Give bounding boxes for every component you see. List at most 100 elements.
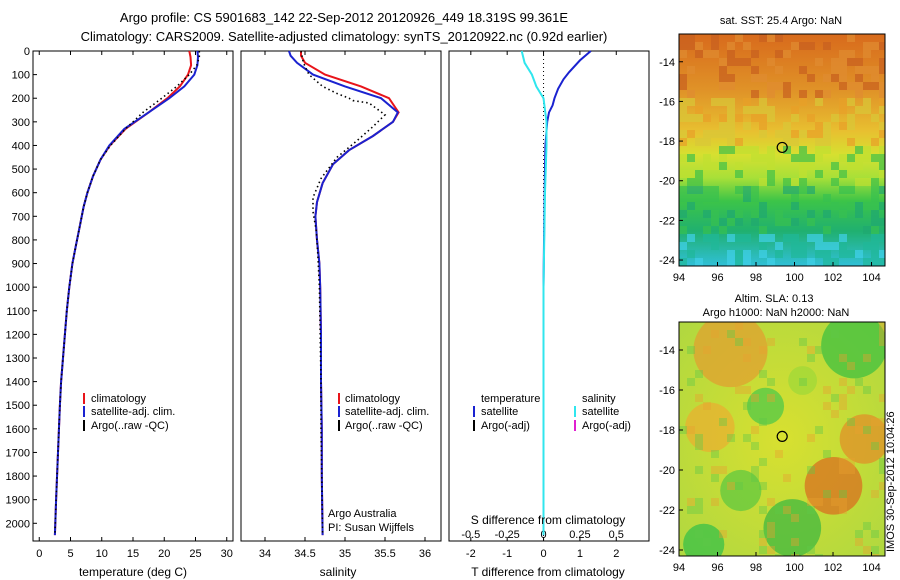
sst-cell — [767, 90, 775, 98]
sla-cell — [815, 498, 823, 506]
sst-cell — [719, 98, 727, 106]
s-tick-label: 0.5 — [609, 529, 624, 541]
sla-anomaly-blob — [693, 322, 768, 388]
sla-cell — [879, 458, 885, 466]
sst-cell — [879, 130, 885, 138]
sst-cell — [855, 178, 863, 186]
sst-cell — [879, 42, 885, 50]
sst-cell — [703, 154, 711, 162]
sst-cell — [871, 258, 879, 266]
sst-cell — [695, 138, 703, 146]
sst-cell — [735, 210, 743, 218]
sst-cell — [871, 186, 879, 194]
sst-cell — [687, 98, 695, 106]
t-difference-x-label: T difference from climatology — [471, 565, 625, 579]
sla-cell — [767, 338, 775, 346]
sst-cell — [711, 34, 719, 42]
sst-cell — [799, 178, 807, 186]
sst-cell — [863, 106, 871, 114]
sst-cell — [767, 34, 775, 42]
sla-cell — [735, 482, 743, 490]
sst-cell — [703, 186, 711, 194]
figure-title-line1: Argo profile: CS 5901683_142 22-Sep-2012… — [120, 10, 568, 25]
sla-cell — [711, 474, 719, 482]
lat-tick-label: -22 — [659, 505, 675, 517]
sst-cell — [727, 74, 735, 82]
lat-tick-label: -20 — [659, 176, 675, 188]
sst-cell — [823, 138, 831, 146]
sla-cell — [807, 466, 815, 474]
sla-cells — [679, 322, 885, 556]
sst-cell — [815, 242, 823, 250]
sst-cell — [815, 170, 823, 178]
sla-cell — [791, 538, 799, 546]
sst-cell — [807, 114, 815, 122]
sla-cell — [839, 402, 847, 410]
sst-cell — [831, 202, 839, 210]
sla-cell — [743, 354, 751, 362]
sla-cell — [695, 466, 703, 474]
sst-cell — [751, 74, 759, 82]
legend-climatology: climatology — [345, 393, 401, 405]
sla-cell — [831, 330, 839, 338]
lon-tick-label: 96 — [711, 562, 723, 574]
sst-cell — [735, 258, 743, 266]
sst-cell — [743, 186, 751, 194]
sla-cell — [759, 506, 767, 514]
difference-panel: -2 -1 0 1 2 -0.5 -0.25 0 0.25 0.5 T difference f… — [448, 50, 650, 579]
x-tick-label: 15 — [127, 548, 139, 560]
sst-cell — [823, 210, 831, 218]
sst-cell — [695, 186, 703, 194]
sst-cell — [759, 98, 767, 106]
lat-tick-label: -14 — [659, 345, 675, 357]
sst-cell — [807, 186, 815, 194]
sst-cell — [823, 90, 831, 98]
sst-cell — [743, 146, 751, 154]
lon-tick-label: 104 — [862, 272, 880, 284]
sst-cell — [751, 50, 759, 58]
sla-cell — [807, 354, 815, 362]
sla-cell — [863, 426, 871, 434]
sst-cell — [679, 154, 687, 162]
sst-cell — [711, 194, 719, 202]
sla-cell — [863, 546, 871, 554]
argo-location-marker — [776, 141, 788, 154]
sst-cell — [727, 98, 735, 106]
sla-cell — [767, 530, 775, 538]
sst-cell — [687, 66, 695, 74]
sst-cell — [799, 162, 807, 170]
sla-cell — [711, 466, 719, 474]
sst-cell — [839, 234, 847, 242]
sst-cell — [847, 58, 855, 66]
sla-cell — [815, 554, 823, 556]
sst-cell — [807, 210, 815, 218]
salinity-legend: climatology satellite-adj. clim. Argo(..… — [338, 393, 429, 432]
lon-tick-label: 98 — [750, 272, 762, 284]
sst-cell — [687, 186, 695, 194]
sla-cell — [775, 450, 783, 458]
sla-cell — [783, 474, 791, 482]
salinity-panel: 34 34.5 35 35.5 36 salinity climatology sate… — [240, 50, 442, 579]
sst-cell — [759, 234, 767, 242]
sla-map-frame — [678, 321, 886, 557]
lat-tick-label: -18 — [659, 425, 675, 437]
sst-cells — [679, 34, 885, 266]
sst-cell — [767, 162, 775, 170]
sla-cell — [727, 482, 735, 490]
sst-cell — [751, 66, 759, 74]
sla-cell — [879, 394, 885, 402]
sst-cell — [679, 170, 687, 178]
sst-cell — [711, 50, 719, 58]
sla-anomaly-blob — [720, 469, 762, 512]
sst-cell — [719, 122, 727, 130]
temperature-x-label: temperature (deg C) — [79, 565, 187, 579]
depth-tick-labels: 0 100 200 300 400 500 600 700 800 900 1000 1100 1200… — [6, 46, 37, 530]
sla-cell — [823, 490, 831, 498]
sst-cell — [871, 42, 879, 50]
sst-cell — [879, 186, 885, 194]
sla-cell — [711, 498, 719, 506]
sst-cell — [687, 234, 695, 242]
lon-tick-label: 98 — [750, 562, 762, 574]
sla-cell — [879, 482, 885, 490]
sst-cell — [711, 162, 719, 170]
